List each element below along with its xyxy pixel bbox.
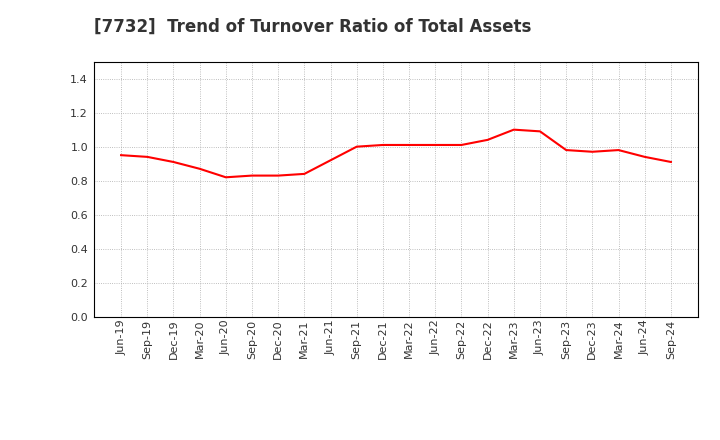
Text: [7732]  Trend of Turnover Ratio of Total Assets: [7732] Trend of Turnover Ratio of Total …	[94, 18, 531, 36]
